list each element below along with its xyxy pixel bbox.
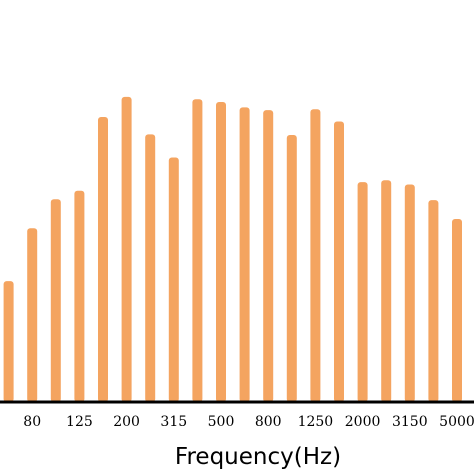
bar-630 (239, 107, 250, 403)
bars-group (3, 96, 462, 403)
x-tick-2000: 2000 (345, 414, 381, 430)
bar-4000 (428, 200, 439, 402)
x-tick-125: 125 (66, 414, 93, 430)
bar-250 (145, 134, 156, 402)
bar-400 (192, 99, 203, 403)
bar-1250 (310, 109, 321, 402)
bar-2500 (381, 180, 392, 402)
x-tick-80: 80 (23, 414, 41, 430)
bar-200 (121, 96, 132, 403)
x-tick-315: 315 (160, 414, 187, 430)
bar-160 (98, 117, 108, 402)
x-tick-200: 200 (113, 414, 140, 430)
bar-315 (168, 157, 179, 402)
bar-3150 (404, 184, 415, 402)
x-axis-label: Frequency(Hz) (175, 444, 341, 470)
x-tick-labels: 80 125 200 315 500 800 1250 2000 3150 5000 (23, 414, 474, 430)
bar-2000 (357, 182, 368, 402)
bar-1000 (286, 135, 297, 402)
bar-5000 (452, 219, 462, 402)
bar-80 (27, 228, 38, 402)
x-tick-800: 800 (255, 414, 282, 430)
x-tick-1250: 1250 (298, 414, 334, 430)
bar-125 (74, 190, 85, 402)
x-tick-500: 500 (208, 414, 235, 430)
bar-63 (3, 281, 14, 402)
bar-100 (50, 199, 61, 402)
bar-500 (216, 102, 226, 402)
x-tick-5000: 5000 (439, 414, 474, 430)
bar-800 (263, 110, 274, 402)
x-tick-3150: 3150 (392, 414, 428, 430)
bar-1600 (334, 121, 344, 402)
